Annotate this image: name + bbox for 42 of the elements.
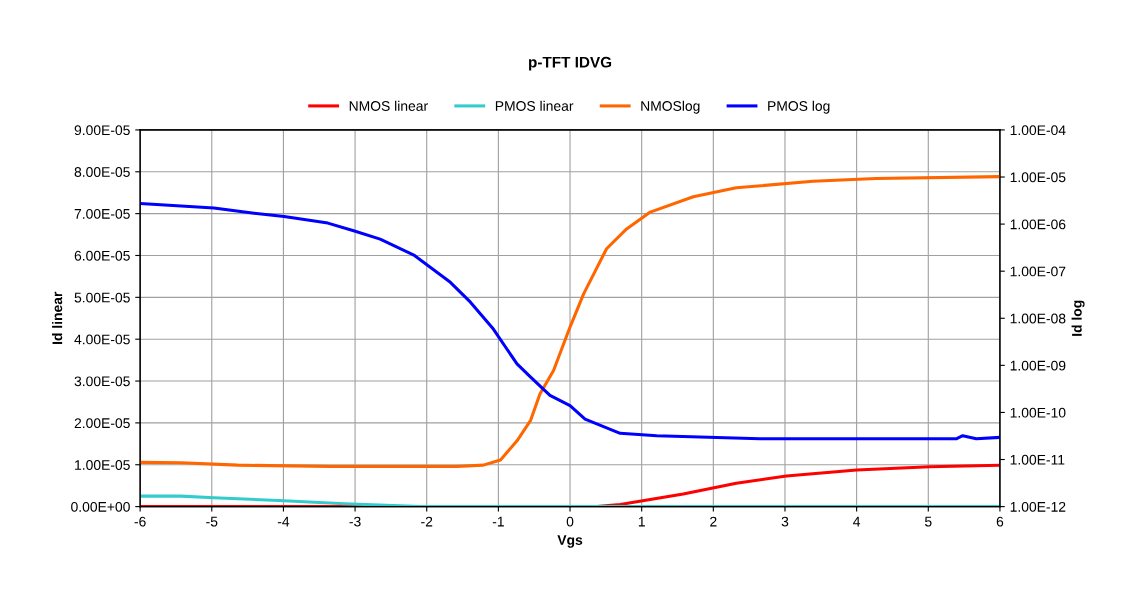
x-tick-label: -6 bbox=[134, 516, 146, 527]
y2-tick-label: 1.00E-05 bbox=[1010, 172, 1066, 183]
y2-tick-label: 1.00E-08 bbox=[1010, 313, 1066, 324]
y-tick-label: 8.00E-05 bbox=[74, 167, 130, 177]
legend-label: PMOS linear bbox=[495, 100, 574, 111]
x-tick-label: 1 bbox=[638, 516, 645, 527]
x-tick-label: -5 bbox=[206, 516, 218, 527]
x-tick-label: -2 bbox=[421, 516, 433, 527]
x-tick-label: 0 bbox=[566, 516, 574, 527]
x-tick-label: -4 bbox=[277, 516, 290, 527]
y2-tick-label: 1.00E-04 bbox=[1010, 125, 1066, 136]
y-tick-label: 5.00E-05 bbox=[74, 292, 130, 303]
x-tick-label: -1 bbox=[492, 516, 504, 527]
y-tick-label: 6.00E-05 bbox=[74, 250, 130, 261]
x-tick-label: -3 bbox=[349, 516, 361, 527]
legend-label: NMOSlog bbox=[641, 100, 700, 114]
y2-axis-title: Id log bbox=[1071, 300, 1085, 336]
chart-title: p-TFT IDVG bbox=[529, 56, 612, 71]
x-tick-label: 6 bbox=[996, 516, 1004, 527]
x-tick-label: 4 bbox=[853, 516, 861, 527]
y2-tick-label: 1.00E-07 bbox=[1010, 266, 1066, 277]
x-axis-title: Vgs bbox=[557, 535, 583, 548]
y-tick-label: 3.00E-05 bbox=[74, 376, 130, 387]
y2-tick-label: 1.00E-09 bbox=[1010, 360, 1066, 371]
y-tick-label: 4.00E-05 bbox=[74, 334, 130, 345]
y-tick-label: 2.00E-05 bbox=[74, 418, 130, 429]
y2-tick-label: 1.00E-11 bbox=[1010, 454, 1065, 465]
line-series bbox=[140, 175, 1000, 469]
x-tick-label: 3 bbox=[781, 516, 789, 527]
y-tick-label: 9.00E-05 bbox=[74, 125, 130, 136]
x-tick-label: 5 bbox=[924, 516, 932, 527]
x-tick-label: 2 bbox=[710, 516, 717, 527]
y2-tick-label: 1.00E-10 bbox=[1010, 407, 1066, 418]
legend-label: PMOS log bbox=[768, 100, 830, 114]
y-axis-title: Id linear bbox=[52, 291, 63, 344]
y2-tick-label: 1.00E-12 bbox=[1010, 501, 1066, 512]
y2-tick-label: 1.00E-06 bbox=[1010, 219, 1066, 230]
y-tick-label: 7.00E-05 bbox=[74, 208, 130, 219]
legend-label: NMOS linear bbox=[349, 100, 428, 111]
y-tick-label: 0.00E+00 bbox=[71, 501, 130, 512]
line-series bbox=[140, 201, 1000, 441]
y-tick-label: 1.00E-05 bbox=[75, 460, 130, 470]
